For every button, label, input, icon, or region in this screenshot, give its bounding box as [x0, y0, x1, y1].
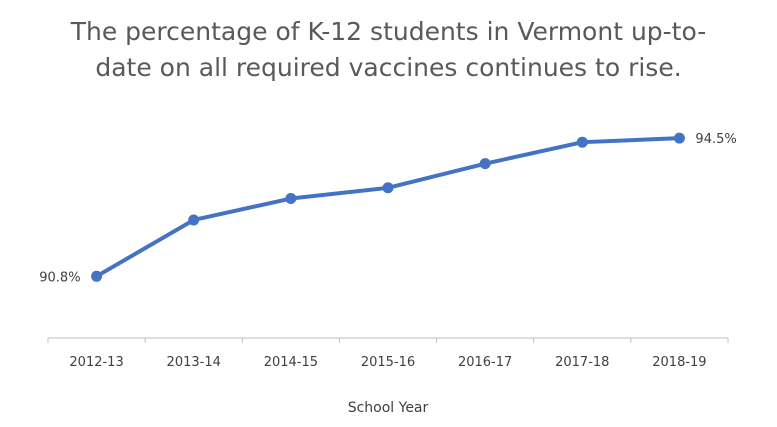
x-axis-title: School Year: [348, 400, 429, 416]
x-tick-label: 2015-16: [361, 355, 415, 370]
x-tick-label: 2018-19: [652, 355, 706, 370]
data-label: 94.5%: [695, 132, 736, 147]
data-label: 90.8%: [39, 270, 80, 285]
x-tick-label: 2013-14: [167, 355, 221, 370]
data-point-2017-18: [576, 136, 588, 148]
x-tick-label: 2014-15: [264, 355, 318, 370]
data-point-2014-15: [285, 193, 297, 205]
data-point-2013-14: [188, 214, 200, 226]
x-tick-label: 2016-17: [458, 355, 512, 370]
data-point-2016-17: [479, 158, 491, 170]
series-line: [94, 136, 682, 279]
data-point-2015-16: [382, 182, 394, 194]
chart-title: The percentage of K-12 students in Vermo…: [70, 17, 707, 82]
x-tick-label: 2017-18: [555, 355, 609, 370]
data-point-2018-19: [673, 132, 685, 144]
x-tick-label: 2012-13: [69, 355, 123, 370]
data-point-2012-13: [91, 270, 103, 282]
